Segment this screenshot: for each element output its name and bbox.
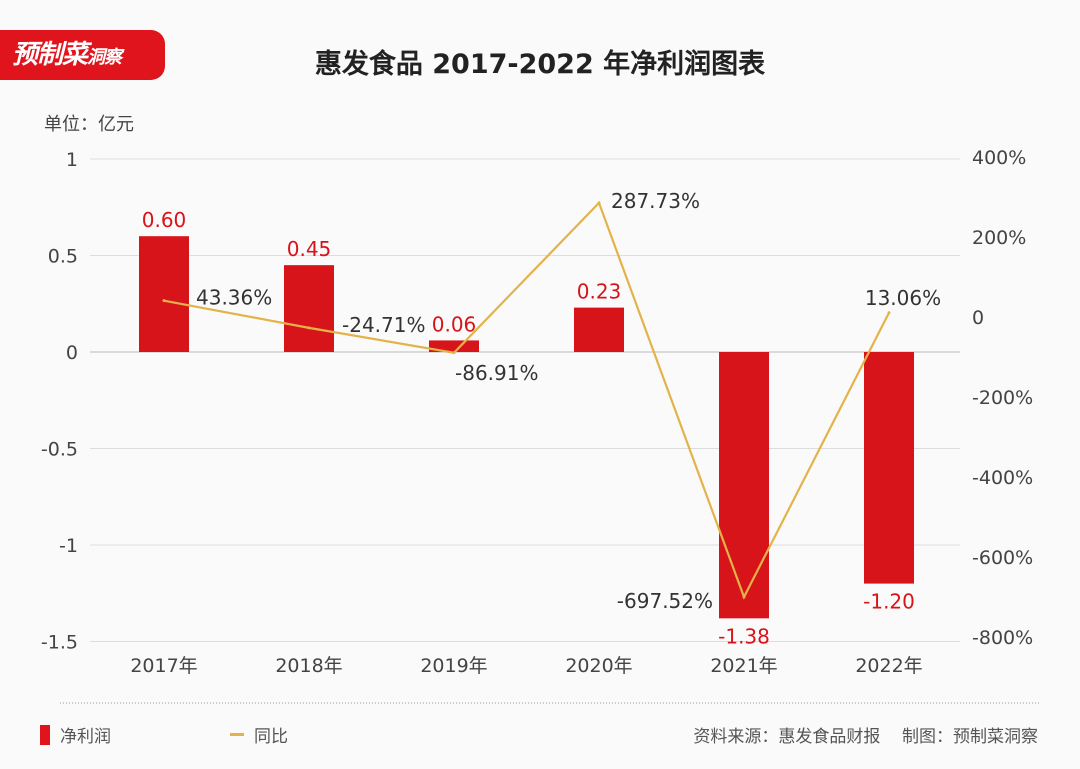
right-tick-label: -800% (972, 627, 1033, 649)
line-point (162, 299, 166, 303)
brand-logo: 预制菜洞察 (0, 30, 165, 80)
line-value-label: 43.36% (196, 286, 272, 310)
legend-swatch-line (230, 733, 244, 736)
bar-value-label: -1.38 (718, 624, 770, 648)
chart-title: 惠发食品 2017-2022 年净利润图表 (314, 49, 766, 80)
left-tick-label: -1.5 (41, 632, 78, 654)
x-tick-label: 2021年 (710, 655, 777, 677)
legend-swatch-bar (40, 724, 50, 745)
credit-text: 制图：预制菜洞察 (902, 727, 1038, 747)
line-point (452, 351, 456, 355)
x-tick-label: 2018年 (275, 655, 342, 677)
right-tick-label: -600% (972, 547, 1033, 569)
line-value-label: -86.91% (455, 361, 538, 385)
right-tick-label: -200% (972, 387, 1033, 409)
line-value-label: 13.06% (865, 286, 941, 310)
source-text: 资料来源：惠发食品财报 (693, 727, 881, 747)
bar-value-label: -1.20 (863, 590, 915, 614)
line-value-label: 287.73% (611, 189, 700, 213)
right-tick-label: -400% (972, 467, 1033, 489)
right-tick-label: 200% (972, 227, 1026, 249)
bar-value-label: 0.60 (142, 208, 187, 232)
right-tick-label: 400% (972, 147, 1026, 169)
bar (429, 340, 479, 352)
left-tick-label: 0.5 (48, 246, 78, 268)
legend-label: 净利润 (60, 727, 111, 747)
bar (139, 236, 189, 352)
logo-sub: 洞察 (87, 47, 122, 68)
unit-label: 单位：亿元 (44, 114, 134, 135)
logo-main: 预制菜 (12, 40, 88, 70)
right-tick-label: 0 (972, 307, 984, 329)
x-tick-label: 2020年 (565, 655, 632, 677)
bar (719, 352, 769, 619)
line-value-label: -697.52% (617, 589, 713, 613)
bar (284, 265, 334, 352)
source-note: 资料来源：惠发食品财报 制图：预制菜洞察 (693, 722, 1038, 747)
legend-line: 同比 (230, 722, 288, 747)
left-tick-label: -0.5 (41, 439, 78, 461)
bar-value-label: 0.45 (287, 237, 332, 261)
legend-label: 同比 (254, 727, 288, 747)
line-point (597, 201, 601, 205)
line-series (163, 200, 890, 600)
line-point (307, 326, 311, 330)
x-tick-label: 2017年 (130, 655, 197, 677)
left-tick-label: -1 (59, 535, 78, 557)
x-tick-label: 2022年 (855, 655, 922, 677)
bar (574, 307, 624, 352)
left-tick-label: 1 (66, 149, 78, 171)
line-point (742, 595, 746, 599)
x-tick-label: 2019年 (420, 655, 487, 677)
bar-value-label: 0.23 (577, 280, 622, 304)
bar-value-label: 0.06 (432, 312, 477, 336)
left-tick-label: 0 (66, 342, 78, 364)
legend-bar: 净利润 (40, 722, 111, 747)
line-value-label: -24.71% (342, 313, 425, 337)
bar (864, 352, 914, 584)
line-point (887, 311, 891, 315)
